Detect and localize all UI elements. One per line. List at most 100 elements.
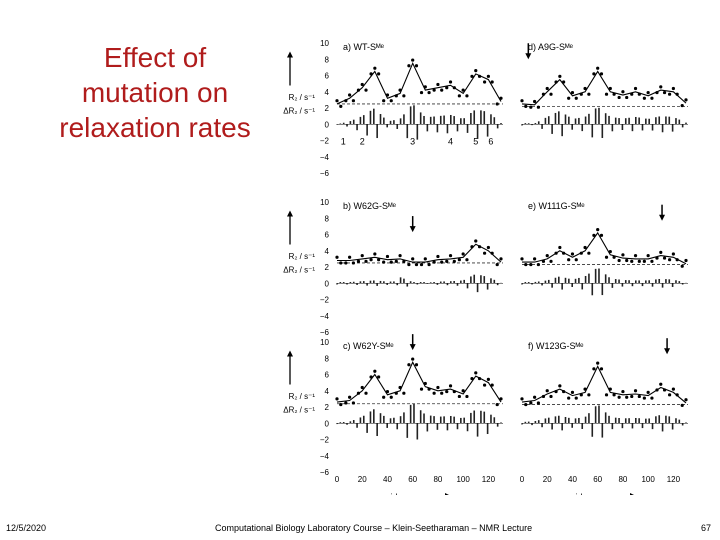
data-point [567,258,571,262]
diff-bar [578,117,580,125]
data-point [486,245,490,250]
diff-bar [641,423,644,429]
diff-bar [527,282,530,284]
diff-bar [544,280,547,284]
diff-bar [578,277,580,284]
data-point [608,86,612,91]
y-tick-label: 4 [325,247,330,256]
data-point [612,255,616,259]
diff-bar [423,413,425,424]
diff-bar [648,118,650,125]
data-point [377,258,381,262]
diff-bar [416,124,419,140]
diff-bar [531,124,533,126]
data-point [452,259,456,263]
diff-bar [393,417,395,424]
diff-bar [641,124,644,131]
diff-bar [426,283,429,284]
data-point [360,254,364,258]
diff-bar [531,423,533,426]
title-line-2: mutation on [81,77,229,108]
data-point [335,255,339,259]
data-point [541,259,546,263]
data-point [529,401,533,405]
diff-bar [449,281,452,284]
data-point [389,99,393,103]
diff-bar [439,115,442,125]
x-tick-label: 120 [482,475,496,484]
region-label: 2 [360,137,365,147]
y-axis-arrow-head [287,51,293,58]
data-point [650,96,654,100]
diff-bar [675,418,677,424]
data-point [554,80,558,84]
diff-bar [460,417,462,424]
diff-bar [571,423,574,428]
diff-bar [490,414,492,424]
x-tick-label: 80 [618,475,627,484]
diff-bar [541,283,543,286]
data-point [432,88,436,92]
data-point [592,72,596,76]
data-point [587,92,591,96]
footer-text: Computational Biology Laboratory Course … [215,523,533,533]
data-point [382,260,386,264]
diff-bar [403,278,405,284]
diff-bar [356,124,358,131]
diff-bar [638,418,640,424]
data-point [402,391,406,395]
diff-bar [419,282,422,284]
data-point [621,253,625,257]
data-point [662,388,667,392]
data-point [457,258,461,262]
data-point [579,393,583,397]
data-point [440,391,444,395]
y-axis-label-delta-r2: ΔR₂ / s⁻¹ [283,266,315,275]
diff-bar [561,423,563,431]
data-point [398,254,402,258]
diff-bar [598,107,600,125]
diff-bar [366,423,368,433]
diff-bar [568,278,570,284]
diff-bar [356,283,358,285]
data-point [646,90,650,95]
data-point [483,383,487,387]
diff-bar [399,118,402,125]
data-point [655,256,659,260]
data-point [625,95,629,100]
data-point [655,90,659,95]
data-point [474,371,478,375]
data-point [373,369,377,373]
data-point [621,389,625,394]
diff-bar [490,114,492,125]
data-point [499,397,503,401]
data-point [675,92,679,96]
diff-bar [551,124,553,134]
diff-bar [608,277,610,284]
diff-bar [453,116,455,125]
region-label: 1 [341,137,346,147]
data-point [436,82,440,87]
diff-bar [598,268,600,284]
diff-bar [628,117,630,125]
title-line-1: Effect of [103,42,207,73]
data-point [474,69,478,73]
diff-bar [591,124,594,138]
data-point [348,93,352,97]
diff-bar [376,124,378,139]
data-point [385,93,390,97]
diff-bar [362,281,365,284]
data-point [646,390,650,394]
diff-bar [393,120,395,125]
diff-bar [456,124,459,132]
diff-bar [645,280,647,284]
data-point [369,375,373,379]
diff-bar [581,423,584,429]
diff-bar [413,403,415,424]
panel-title: e) W111G-Sᴹᵉ [528,201,585,211]
diff-bar [658,278,661,284]
data-point [423,85,427,89]
diff-bar [554,416,557,424]
data-point [604,255,609,259]
diff-bar [359,281,362,284]
